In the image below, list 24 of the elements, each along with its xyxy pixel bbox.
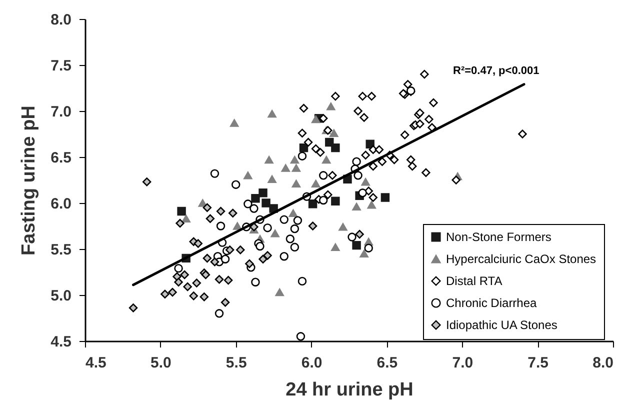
x-tick-label: 6.0 [301, 354, 322, 372]
x-axis-title: 24 hr urine pH [286, 380, 414, 400]
y-tick-label: 5.0 [50, 288, 72, 304]
x-tick-label: 5.5 [226, 354, 247, 372]
y-tick-label: 6.0 [50, 196, 72, 212]
y-tick-label: 7.0 [50, 104, 72, 120]
y-tick-label: 5.5 [50, 242, 72, 258]
legend-label: Distal RTA [446, 274, 502, 288]
x-tick-label: 7.0 [452, 354, 474, 372]
x-tick-label: 7.5 [528, 354, 548, 372]
y-tick-label: 4.5 [50, 334, 72, 350]
legend-label: Non-Stone Formers [446, 230, 552, 244]
x-tick-label: 4.5 [86, 354, 106, 372]
legend-label: Chronic Diarrhea [446, 296, 538, 310]
legend-label: Hypercalciuric CaOx Stones [446, 252, 596, 266]
x-tick-label: 5.0 [150, 354, 172, 372]
y-axis-title: Fasting urine pH [18, 106, 40, 256]
x-tick-label: 6.5 [376, 354, 398, 372]
y-tick-label: 6.5 [50, 150, 72, 166]
annotation: R²=0.47, p<0.001 [453, 65, 540, 77]
legend-label: Idiopathic UA Stones [446, 318, 558, 332]
y-tick-label: 8.0 [50, 12, 72, 28]
y-tick-label: 7.5 [50, 58, 72, 74]
x-tick-label: 8.0 [592, 354, 614, 372]
